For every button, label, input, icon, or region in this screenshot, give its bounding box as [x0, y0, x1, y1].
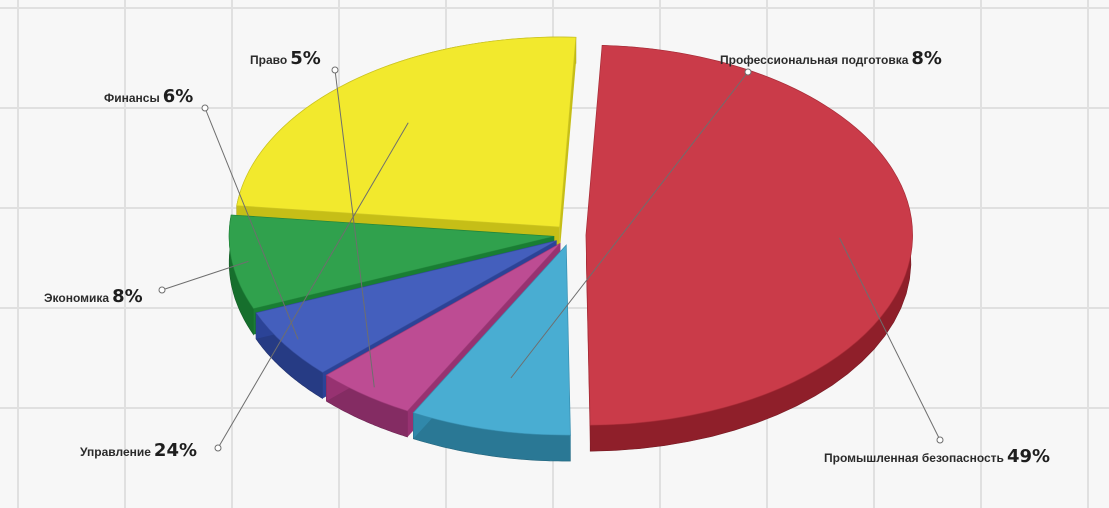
- pie-slice-highlight: [256, 240, 557, 373]
- pie-slice-top: [236, 36, 577, 228]
- leader-line-professional-training: [510, 71, 749, 379]
- leader-dot-industrial-safety: [936, 436, 944, 444]
- pie-slice-industrial-safety: [585, 44, 913, 452]
- pie-labels: Промышленная безопасность 49% Профессиона…: [44, 48, 1050, 467]
- leader-line-management: [217, 122, 409, 449]
- slice-label-industrial-safety: Промышленная безопасность 49%: [824, 446, 1050, 467]
- slice-label-management: Управление 24%: [80, 440, 197, 461]
- leader-dot-economics: [158, 286, 166, 294]
- pie-slice-top: [228, 214, 555, 310]
- pie-slice-highlight: [236, 37, 576, 228]
- pie-slice-highlight: [413, 245, 571, 436]
- slice-label-law: Право 5%: [250, 48, 321, 69]
- leader-line-economics: [161, 260, 249, 291]
- pie-slice-top: [325, 242, 561, 412]
- pie-slice-highlight: [585, 45, 913, 426]
- leader-dot-law: [331, 66, 339, 74]
- leader-line-law: [334, 69, 375, 388]
- pie-slice-top: [255, 240, 557, 373]
- pie-slice-top: [412, 244, 571, 436]
- pie-slice-highlight: [326, 243, 561, 411]
- pie-slice-wall: [559, 37, 576, 254]
- slice-label-economics: Экономика 8%: [44, 286, 143, 307]
- pie-slice-top: [585, 44, 913, 426]
- pie-slice-law: [325, 242, 561, 438]
- pie-slice-highlight: [229, 215, 555, 309]
- slice-label-finance: Финансы 6%: [104, 86, 193, 107]
- pie-slices: [228, 36, 913, 462]
- leader-line-finance: [204, 107, 299, 340]
- leader-lines: [158, 66, 944, 452]
- slice-label-professional-training: Профессиональная подготовка 8%: [720, 48, 942, 69]
- pie-slice-economics: [228, 214, 555, 336]
- leader-dot-professional-training: [744, 68, 752, 76]
- leader-dot-management: [214, 444, 222, 452]
- pie-slice-professional-training: [412, 244, 571, 462]
- leader-line-industrial-safety: [839, 237, 941, 441]
- leader-dot-finance: [201, 104, 209, 112]
